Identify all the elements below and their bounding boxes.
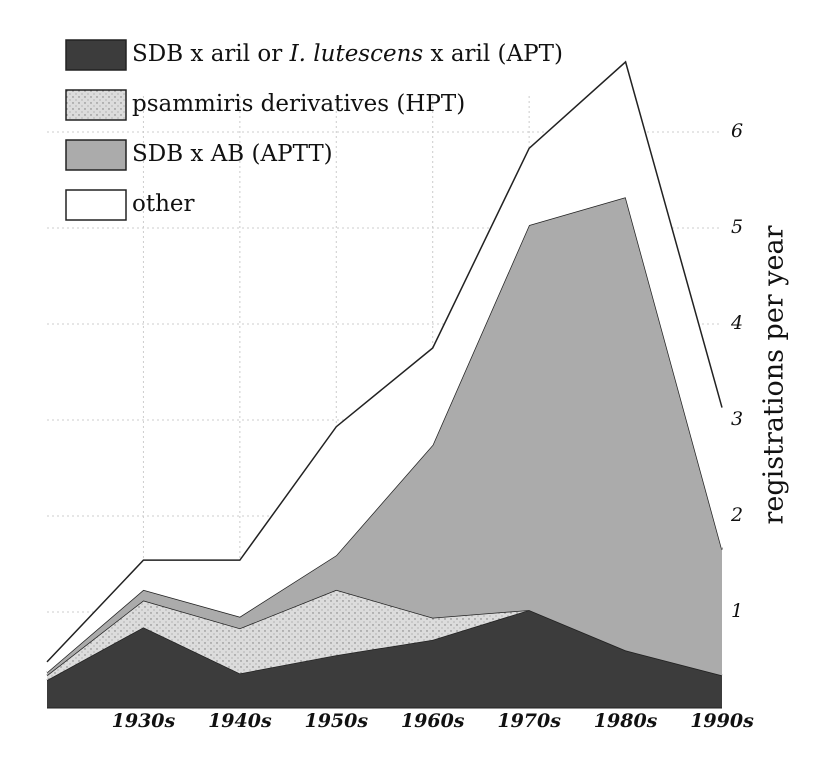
legend-label-part: I. lutescens [289, 41, 424, 67]
legend-swatch [65, 139, 127, 171]
legend-label: other [132, 191, 195, 217]
legend-swatch [65, 39, 127, 71]
x-tick-label: 1970s [497, 710, 561, 732]
area [47, 197, 722, 676]
y-axis-label: registrations per year [759, 225, 790, 524]
y-tick-label: 3 [731, 408, 743, 430]
area [47, 589, 722, 681]
y-tick-label: 6 [731, 120, 743, 142]
y-tick-label: 4 [730, 312, 743, 334]
y-tick-label: 5 [731, 216, 743, 238]
legend-label-part: x aril (APT) [423, 41, 563, 67]
y-tick-label: 1 [731, 600, 743, 622]
legend-swatch [65, 189, 127, 221]
area-line [46, 60, 723, 663]
area [47, 61, 722, 673]
x-tick-label: 1960s [401, 710, 465, 732]
legend-label-part: SDB x aril or [132, 41, 290, 67]
legend-swatch [65, 89, 127, 121]
x-tick-label: 1980s [594, 710, 658, 732]
x-tick-label: 1940s [208, 710, 272, 732]
y-tick-label: 2 [730, 504, 743, 526]
x-tick-label: 1950s [304, 710, 368, 732]
legend-label: psammiris derivatives (HPT) [132, 91, 465, 117]
area [47, 610, 722, 708]
legend-label: SDB x aril or I. lutescens x aril (APT) [132, 41, 563, 67]
x-tick-label: 1930s [112, 710, 176, 732]
legend-label: SDB x AB (APTT) [132, 141, 333, 167]
x-tick-label: 1990s [690, 710, 754, 732]
